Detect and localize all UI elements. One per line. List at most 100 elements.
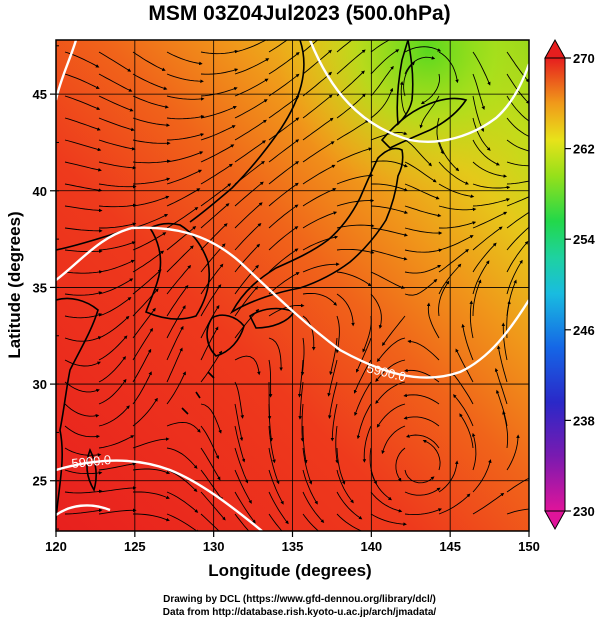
streamline-arrow: [200, 513, 220, 531]
streamline-arrow: [64, 403, 100, 418]
streamline-arrow: [472, 260, 490, 295]
streamline-arrow: [200, 491, 226, 521]
streamline-arrow: [404, 183, 440, 200]
streamline-arrow: [452, 372, 474, 405]
streamline-arrow: [327, 359, 338, 397]
streamline-arrow: [438, 263, 462, 295]
streamline-arrow: [404, 161, 437, 183]
x-tick-label: 135: [282, 539, 304, 554]
streamline-arrow: [98, 51, 132, 72]
streamline-arrow: [302, 188, 337, 207]
streamline-arrow: [302, 117, 334, 141]
streamline-arrow: [438, 460, 459, 493]
credit-data: Data from http://database.rish.kyoto-u.a…: [162, 607, 437, 618]
streamline-arrow: [200, 425, 219, 460]
streamline-arrow: [472, 51, 491, 86]
streamline-arrow: [132, 177, 171, 185]
streamline-arrow: [370, 49, 400, 75]
streamline-arrow: [200, 469, 223, 501]
streamline-arrow: [234, 40, 270, 53]
streamline-arrow: [268, 248, 299, 273]
streamline-arrow: [64, 183, 103, 192]
streamline-arrow: [200, 263, 224, 295]
streamline-arrow: [234, 286, 259, 317]
streamline-arrow: [302, 469, 318, 505]
streamline-arrow: [426, 302, 440, 339]
streamline-arrow: [268, 95, 300, 119]
streamline-arrow: [268, 403, 273, 442]
streamline-arrow: [370, 513, 407, 526]
streamline-arrow: [200, 163, 233, 185]
streamline-arrow: [98, 356, 127, 383]
streamline-arrow: [376, 337, 406, 363]
streamline-arrow: [501, 322, 508, 361]
streamline-arrow: [300, 337, 305, 376]
streamline-arrow: [64, 469, 103, 475]
streamline-arrow: [166, 371, 186, 405]
streamline-arrow: [302, 211, 338, 229]
streamline-arrow: [268, 51, 300, 75]
streamline-arrow: [404, 264, 442, 274]
streamline-arrow: [404, 56, 436, 75]
credit-drawing: Drawing by DCL (https://www.gfd-dennou.o…: [163, 594, 436, 605]
streamline-arrow: [64, 508, 103, 515]
streamline-arrow: [506, 226, 529, 251]
streamline-arrow: [64, 205, 103, 213]
streamline-arrow: [98, 405, 130, 427]
streamline-arrow: [404, 227, 443, 235]
streamline-arrow: [472, 117, 491, 151]
streamline-arrow: [472, 242, 497, 273]
streamline-arrow: [375, 359, 406, 383]
streamline-arrow: [132, 491, 170, 499]
colorbar-tick-label: 230: [573, 504, 595, 519]
streamline-arrow: [472, 161, 508, 178]
streamline-arrow: [132, 214, 169, 229]
streamline-arrow: [268, 40, 288, 53]
streamline-arrow: [234, 469, 252, 504]
colorbar-tick-label: 254: [573, 232, 595, 247]
x-tick-label: 125: [124, 539, 146, 554]
streamline-arrow: [506, 211, 529, 229]
streamline-arrow: [133, 513, 170, 522]
streamline-arrow: [472, 198, 511, 207]
streamline-arrow: [297, 359, 304, 398]
streamline-arrow: [166, 245, 194, 273]
streamline-arrow: [370, 271, 405, 289]
streamline-arrow: [98, 139, 136, 151]
streamline-arrow: [403, 416, 440, 427]
streamline-arrow: [234, 447, 249, 484]
streamline-arrow: [302, 315, 316, 351]
streamline-arrow: [300, 403, 305, 442]
streamline-arrow: [268, 117, 300, 141]
streamline-arrow: [166, 51, 203, 66]
streamline-arrow: [98, 241, 136, 251]
streamline-arrow: [268, 303, 305, 317]
streamline-arrow: [166, 447, 198, 469]
streamline-arrow: [302, 71, 333, 97]
streamline-arrow: [234, 222, 262, 251]
streamline-arrow: [234, 58, 270, 75]
streamline-arrow: [506, 477, 529, 493]
streamline-arrow: [506, 117, 529, 137]
streamline-arrow: [98, 462, 137, 471]
streamline-arrow: [459, 413, 474, 449]
streamline-arrow: [98, 508, 137, 515]
streamline-arrow: [336, 173, 374, 185]
streamline-arrow: [200, 243, 226, 273]
streamline-arrow: [327, 381, 338, 419]
streamline-arrow: [496, 389, 508, 427]
streamline-arrow: [336, 248, 375, 254]
streamline-arrow: [132, 159, 171, 164]
streamline-arrow: [472, 73, 485, 111]
streamline-arrow: [166, 421, 201, 433]
streamline-arrow: [98, 161, 137, 170]
streamline-arrow: [302, 426, 308, 464]
streamline-arrow: [268, 359, 273, 398]
streamline-arrow: [132, 117, 170, 127]
streamline-arrow: [132, 232, 167, 251]
streamline-arrow: [302, 262, 340, 273]
streamline-arrow: [438, 183, 475, 198]
streamline-arrow: [132, 397, 158, 427]
streamline-arrow: [200, 203, 230, 229]
